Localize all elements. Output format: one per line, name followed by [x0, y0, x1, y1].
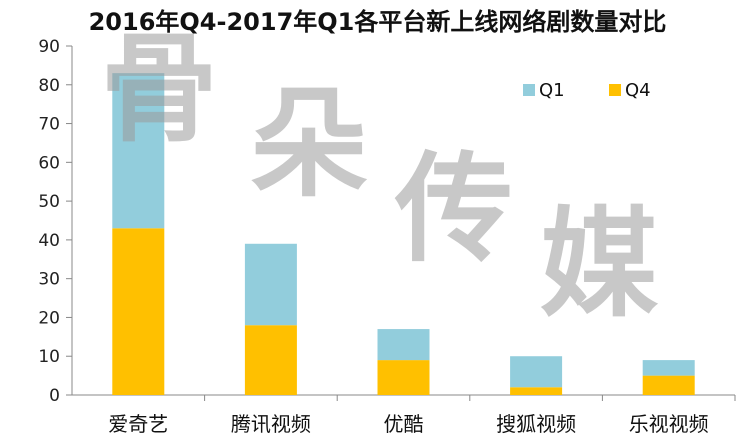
bar-q1: [112, 73, 165, 229]
y-tick-label: 80: [38, 76, 60, 96]
x-tick-label: 搜狐视频: [496, 412, 576, 436]
legend: Q1 Q4: [523, 80, 651, 101]
bar-q1: [642, 360, 695, 376]
y-tick-label: 60: [38, 153, 60, 173]
watermark-glyph: 朵: [250, 75, 368, 213]
y-tick-label: 20: [38, 308, 60, 328]
bar-q4: [510, 387, 563, 395]
watermark-glyph: 媒: [540, 195, 659, 333]
watermark-text: 骨朵传媒: [100, 20, 659, 333]
legend-swatch-q4: [609, 84, 621, 96]
y-tick-label: 40: [38, 231, 60, 251]
x-tick-label: 优酷: [384, 412, 424, 436]
y-tick-label: 50: [38, 192, 60, 212]
axes: 0 10 20 30 40 50 60 70 80 90 爱奇艺 腾讯视频 优酷 搜狐视频 乐视视频: [38, 37, 736, 436]
x-tick-label: 腾讯视频: [231, 412, 311, 436]
bar-q4: [244, 325, 297, 395]
bar-q4: [112, 228, 165, 395]
legend-swatch-q1: [523, 84, 535, 96]
watermark: 骨朵传媒: [100, 20, 659, 333]
chart-title: 2016年Q4-2017年Q1各平台新上线网络剧数量对比: [88, 8, 667, 36]
bars: [112, 73, 695, 395]
y-tick-label: 90: [38, 37, 60, 57]
bar-q1: [377, 329, 430, 361]
y-tick-label: 70: [38, 115, 60, 135]
watermark-glyph: 传: [394, 140, 513, 278]
bar-q1: [510, 356, 563, 388]
bar-q1: [244, 243, 297, 326]
legend-label-q1: Q1: [539, 80, 565, 101]
bar-q4: [377, 360, 430, 395]
x-tick-label: 乐视视频: [629, 412, 709, 436]
bar-q4: [642, 375, 695, 395]
y-tick-label: 10: [38, 347, 60, 367]
y-tick-label: 0: [49, 386, 60, 406]
x-tick-label: 爱奇艺: [108, 412, 168, 436]
legend-label-q4: Q4: [625, 80, 651, 101]
y-tick-label: 30: [38, 270, 60, 290]
watermark-glyph: 骨: [100, 20, 218, 158]
